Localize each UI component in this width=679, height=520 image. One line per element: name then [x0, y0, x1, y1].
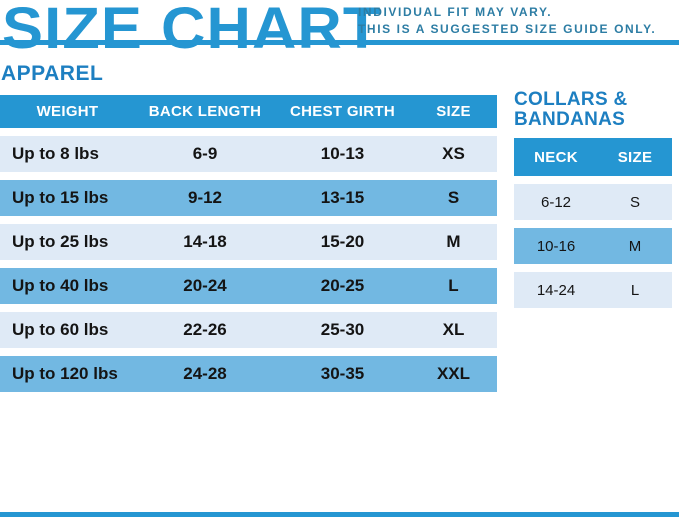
disclaimer-line-1: INDIVIDUAL FIT MAY VARY.: [358, 5, 553, 19]
table-row: Up to 25 lbs 14-18 15-20 M: [0, 224, 497, 260]
column-header-weight: WEIGHT: [36, 103, 99, 120]
cell-size: M: [628, 237, 642, 255]
table-row: Up to 15 lbs 9-12 13-15 S: [0, 180, 497, 216]
cell-chest-girth: 20-25: [320, 276, 365, 295]
table-row: Up to 40 lbs 20-24 20-25 L: [0, 268, 497, 304]
cell-back-length: 9-12: [187, 188, 223, 207]
cell-neck: 14-24: [536, 281, 576, 299]
table-row: Up to 8 lbs 6-9 10-13 XS: [0, 136, 497, 172]
cell-size: S: [447, 188, 460, 207]
cell-chest-girth: 13-15: [320, 188, 365, 207]
table-row: 14-24 L: [514, 272, 672, 308]
table-row: 10-16 M: [514, 228, 672, 264]
column-header-size: SIZE: [436, 103, 471, 120]
cell-chest-girth: 30-35: [320, 364, 365, 383]
collars-table: NECK SIZE 6-12 S 10-16 M 14-24 L: [514, 138, 672, 308]
cell-chest-girth: 10-13: [320, 144, 365, 163]
cell-weight: Up to 40 lbs: [12, 276, 109, 295]
column-header-size: SIZE: [617, 148, 653, 166]
cell-back-length: 6-9: [192, 144, 218, 163]
apparel-table: WEIGHT BACK LENGTH CHEST GIRTH SIZE Up t…: [0, 95, 497, 392]
cell-weight: Up to 25 lbs: [12, 232, 109, 251]
collars-heading-line-1: COLLARS &: [514, 89, 628, 110]
cell-size: L: [630, 281, 640, 299]
dog-size-illustration: [0, 388, 679, 520]
cell-weight: Up to 15 lbs: [12, 188, 109, 207]
collars-heading: COLLARS & BANDANAS: [514, 90, 628, 130]
page-title: SIZE CHART: [2, 0, 382, 61]
ground-line: [0, 512, 679, 517]
cell-size: L: [448, 276, 459, 295]
cell-weight: Up to 60 lbs: [12, 320, 109, 339]
cell-back-length: 14-18: [183, 232, 227, 251]
table-row: Up to 120 lbs 24-28 30-35 XXL: [0, 356, 497, 392]
cell-size: XXL: [436, 364, 471, 383]
cell-weight: Up to 120 lbs: [12, 364, 118, 383]
table-row: Up to 60 lbs 22-26 25-30 XL: [0, 312, 497, 348]
cell-back-length: 22-26: [183, 320, 227, 339]
apparel-heading: APPAREL: [1, 62, 104, 85]
cell-size: XL: [442, 320, 465, 339]
cell-neck: 6-12: [540, 193, 572, 211]
cell-size: S: [629, 193, 640, 211]
table-row: 6-12 S: [514, 184, 672, 220]
column-header-back-length: BACK LENGTH: [148, 103, 262, 120]
cell-size: XS: [442, 144, 465, 163]
cell-size: M: [446, 232, 461, 251]
cell-neck: 10-16: [536, 237, 576, 255]
collars-table-header: NECK SIZE: [514, 138, 672, 176]
column-header-neck: NECK: [534, 148, 578, 166]
cell-chest-girth: 15-20: [320, 232, 365, 251]
cell-chest-girth: 25-30: [320, 320, 365, 339]
cell-back-length: 24-28: [183, 364, 227, 383]
collars-heading-line-2: BANDANAS: [514, 109, 626, 130]
disclaimer-line-2: THIS IS A SUGGESTED SIZE GUIDE ONLY.: [358, 22, 657, 36]
disclaimer: INDIVIDUAL FIT MAY VARY. THIS IS A SUGGE…: [358, 4, 656, 38]
header-rule: [0, 40, 679, 45]
cell-back-length: 20-24: [183, 276, 227, 295]
apparel-table-header: WEIGHT BACK LENGTH CHEST GIRTH SIZE: [0, 95, 497, 128]
column-header-chest-girth: CHEST GIRTH: [290, 103, 395, 120]
cell-weight: Up to 8 lbs: [12, 144, 99, 163]
